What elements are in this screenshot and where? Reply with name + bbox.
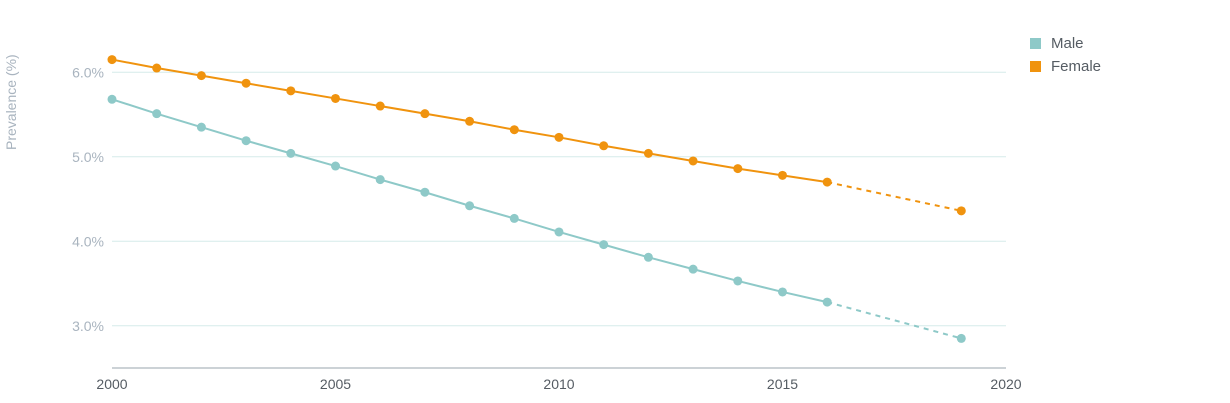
data-point-female (688, 156, 698, 166)
data-point-male (420, 187, 430, 197)
data-point-male (375, 175, 385, 185)
data-point-male (196, 122, 206, 132)
data-point-male (241, 136, 251, 146)
data-point-female (956, 206, 966, 216)
legend-label-male: Male (1051, 35, 1084, 52)
y-tick-label: 6.0% (72, 64, 104, 80)
data-point-male (643, 252, 653, 262)
data-point-male (599, 240, 609, 250)
data-point-female (286, 86, 296, 96)
series-projection-male (826, 301, 962, 340)
legend-item-female[interactable]: Female (1030, 55, 1101, 78)
data-point-female (599, 141, 609, 151)
legend: Male Female (1030, 32, 1101, 78)
data-point-male (509, 213, 519, 223)
data-point-male (465, 201, 475, 211)
data-point-male (331, 161, 340, 171)
data-point-female (465, 116, 475, 126)
data-point-female (822, 177, 832, 187)
data-point-female (420, 109, 430, 119)
data-point-male (778, 287, 787, 297)
data-point-female (554, 132, 564, 142)
data-point-male (688, 264, 698, 274)
x-tick-label: 2015 (767, 376, 798, 392)
data-point-female (778, 170, 787, 180)
data-point-male (286, 148, 296, 158)
y-axis-label: Prevalence (%) (2, 30, 22, 150)
data-point-female (509, 125, 519, 135)
x-tick-label: 2010 (543, 376, 574, 392)
y-axis-label-text: Prevalence (%) (3, 54, 19, 150)
data-point-female (107, 55, 117, 65)
y-tick-label: 4.0% (72, 233, 104, 249)
y-tick-label: 3.0% (72, 318, 104, 334)
data-point-male (554, 227, 564, 237)
legend-item-male[interactable]: Male (1030, 32, 1101, 55)
data-point-female (196, 71, 206, 81)
legend-swatch-female (1030, 61, 1041, 72)
series-line-male (111, 98, 828, 304)
data-point-male (107, 94, 117, 104)
data-point-female (733, 164, 743, 174)
data-point-female (375, 101, 385, 111)
y-tick-label: 5.0% (72, 149, 104, 165)
data-point-female (643, 148, 653, 158)
x-tick-label: 2020 (990, 376, 1021, 392)
legend-swatch-male (1030, 38, 1041, 49)
data-point-male (956, 333, 966, 343)
x-tick-label: 2005 (320, 376, 351, 392)
x-tick-label: 2000 (96, 376, 127, 392)
data-point-female (152, 63, 162, 73)
series-projection-female (826, 181, 962, 212)
legend-label-female: Female (1051, 58, 1102, 75)
data-point-female (331, 93, 340, 103)
data-point-female (241, 78, 251, 88)
data-point-male (152, 109, 162, 119)
data-point-male (822, 297, 832, 307)
data-point-male (733, 276, 743, 286)
